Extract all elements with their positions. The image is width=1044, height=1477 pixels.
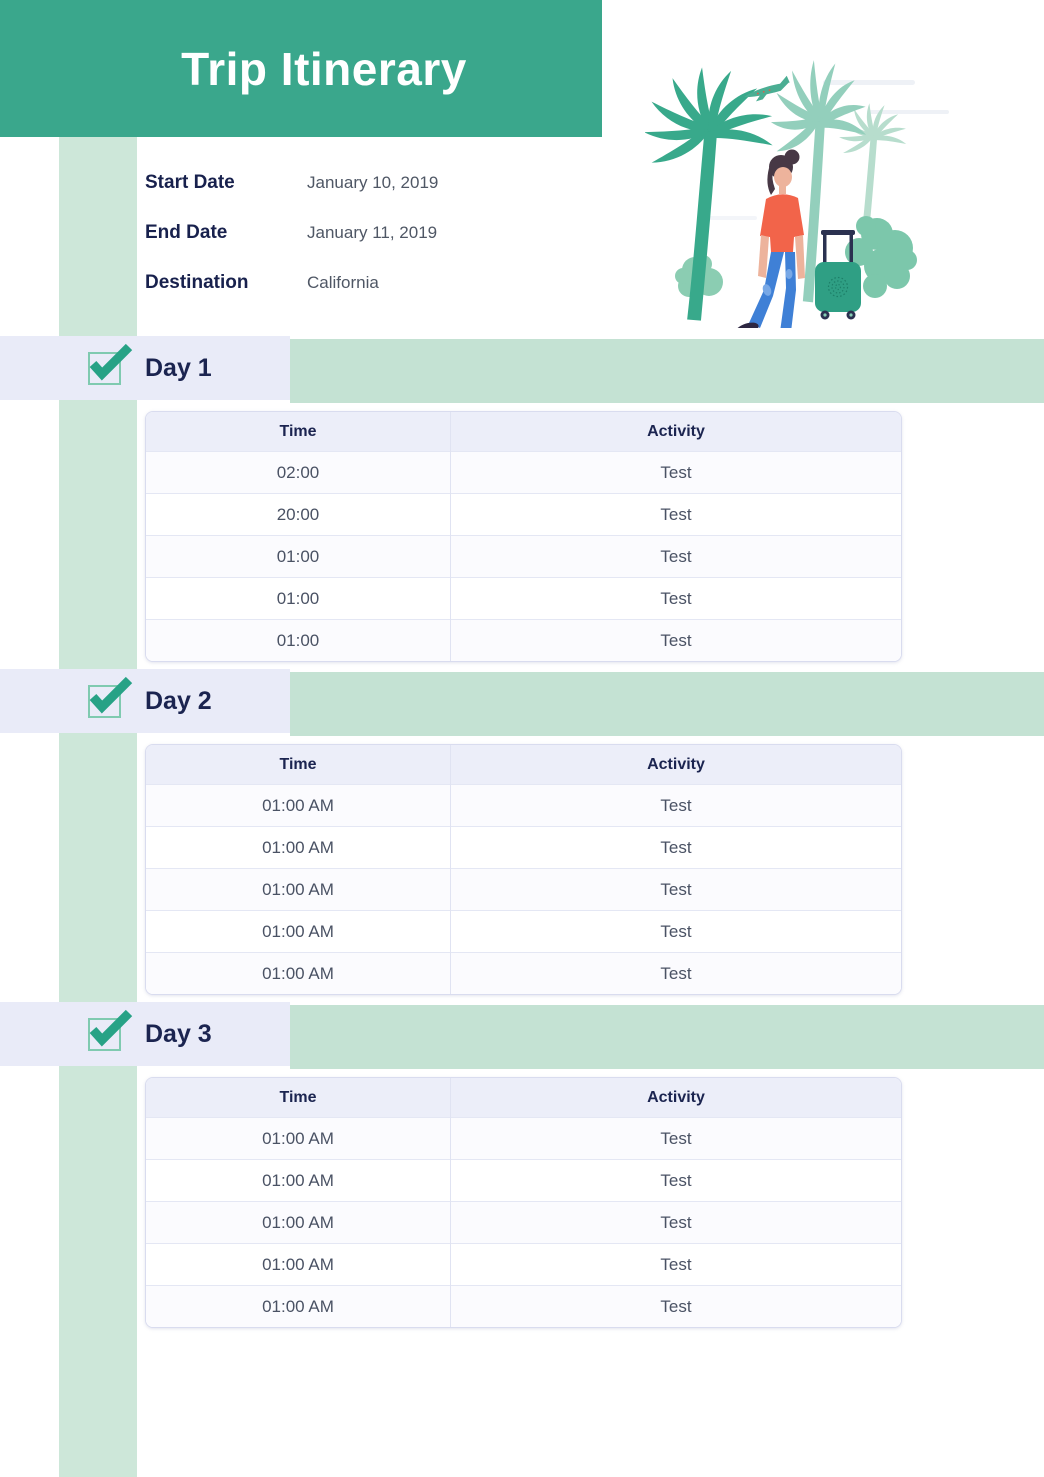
time-cell: 01:00 AM	[146, 1285, 451, 1327]
day-schedule-table: Time Activity 01:00 AM Test 01:00 AM Test 01…	[145, 744, 902, 995]
itinerary-row: 01:00 Test	[146, 619, 901, 661]
day-section: Day 2 Time Activity 01:00 AM Test 01:00 AM…	[0, 669, 1044, 995]
day-band: Day 3	[0, 1002, 1044, 1069]
detail-row-end-date: End Date January 11, 2019	[145, 208, 605, 258]
traveler-figure	[735, 149, 805, 328]
time-cell: 02:00	[146, 451, 451, 494]
day-band-accent	[290, 672, 1044, 736]
itinerary-row: 01:00 AM Test	[146, 1201, 901, 1244]
activity-column-header: Activity	[450, 412, 901, 452]
day-label: Day 2	[145, 686, 212, 715]
day-band-label-area	[0, 336, 290, 400]
activity-cell: Test	[450, 493, 901, 536]
clouds	[703, 80, 949, 220]
itinerary-row: 01:00 AM Test	[146, 1159, 901, 1202]
time-column-header: Time	[146, 1078, 451, 1118]
day-band-accent	[290, 339, 1044, 403]
suitcase-icon	[815, 230, 861, 320]
day-section: Day 3 Time Activity 01:00 AM Test 01:00 AM…	[0, 1002, 1044, 1328]
airplane-icon	[744, 75, 790, 102]
activity-cell: Test	[450, 952, 901, 994]
time-cell: 01:00 AM	[146, 1159, 451, 1202]
itinerary-row: 01:00 Test	[146, 535, 901, 578]
itinerary-row: 01:00 AM Test	[146, 910, 901, 953]
day-schedule-table: Time Activity 02:00 Test 20:00 Test 01:00 Tes…	[145, 411, 902, 662]
destination-value: California	[307, 273, 379, 292]
table-header-row: Time Activity	[146, 412, 901, 452]
time-cell: 20:00	[146, 493, 451, 536]
activity-cell: Test	[450, 1201, 901, 1244]
itinerary-row: 02:00 Test	[146, 451, 901, 494]
activity-cell: Test	[450, 1117, 901, 1160]
itinerary-row: 01:00 AM Test	[146, 1117, 901, 1160]
itinerary-row: 01:00 Test	[146, 577, 901, 620]
activity-cell: Test	[450, 1243, 901, 1286]
day-label: Day 3	[145, 1019, 212, 1048]
activity-cell: Test	[450, 451, 901, 494]
detail-row-start-date: Start Date January 10, 2019	[145, 158, 605, 208]
time-cell: 01:00 AM	[146, 868, 451, 911]
start-date-value: January 10, 2019	[307, 173, 439, 192]
time-column-header: Time	[146, 745, 451, 785]
start-date-label: Start Date	[145, 172, 235, 193]
day-band-accent	[290, 1005, 1044, 1069]
activity-column-header: Activity	[450, 1078, 901, 1118]
page-title: Trip Itinerary	[181, 42, 467, 95]
itinerary-row: 01:00 AM Test	[146, 784, 901, 827]
day-schedule-table: Time Activity 01:00 AM Test 01:00 AM Test 01…	[145, 1077, 902, 1328]
end-date-value: January 11, 2019	[307, 223, 438, 242]
time-cell: 01:00 AM	[146, 784, 451, 827]
day-band: Day 1	[0, 336, 1044, 403]
itinerary-row: 01:00 AM Test	[146, 1285, 901, 1327]
table-header-row: Time Activity	[146, 745, 901, 785]
time-cell: 01:00	[146, 577, 451, 620]
activity-cell: Test	[450, 1159, 901, 1202]
time-cell: 01:00 AM	[146, 1117, 451, 1160]
activity-cell: Test	[450, 1285, 901, 1327]
itinerary-row: 01:00 AM Test	[146, 1243, 901, 1286]
end-date-label: End Date	[145, 222, 228, 243]
time-column-header: Time	[146, 412, 451, 452]
day-band-label-area	[0, 1002, 290, 1066]
table-header-row: Time Activity	[146, 1078, 901, 1118]
activity-cell: Test	[450, 826, 901, 869]
itinerary-row: 01:00 AM Test	[146, 826, 901, 869]
trip-details: Start Date January 10, 2019 End Date Jan…	[145, 158, 605, 308]
day-label: Day 1	[145, 353, 212, 382]
activity-cell: Test	[450, 910, 901, 953]
itinerary-row: 01:00 AM Test	[146, 868, 901, 911]
activity-cell: Test	[450, 577, 901, 620]
header-banner: Trip Itinerary	[0, 0, 602, 137]
time-cell: 01:00	[146, 535, 451, 578]
activity-cell: Test	[450, 535, 901, 578]
time-cell: 01:00 AM	[146, 1243, 451, 1286]
day-band-label-area	[0, 669, 290, 733]
activity-cell: Test	[450, 784, 901, 827]
time-cell: 01:00 AM	[146, 952, 451, 994]
day-checkbox[interactable]	[88, 352, 121, 385]
destination-label: Destination	[145, 272, 249, 293]
day-band: Day 2	[0, 669, 1044, 736]
itinerary-row: 01:00 AM Test	[146, 952, 901, 994]
time-cell: 01:00 AM	[146, 910, 451, 953]
travel-illustration	[645, 38, 949, 328]
activity-column-header: Activity	[450, 745, 901, 785]
activity-cell: Test	[450, 619, 901, 661]
detail-row-destination: Destination California	[145, 258, 605, 308]
day-checkbox[interactable]	[88, 1018, 121, 1051]
time-cell: 01:00	[146, 619, 451, 661]
day-section: Day 1 Time Activity 02:00 Test 20:00 Test 01…	[0, 336, 1044, 662]
time-cell: 01:00 AM	[146, 826, 451, 869]
activity-cell: Test	[450, 868, 901, 911]
time-cell: 01:00 AM	[146, 1201, 451, 1244]
day-checkbox[interactable]	[88, 685, 121, 718]
itinerary-row: 20:00 Test	[146, 493, 901, 536]
